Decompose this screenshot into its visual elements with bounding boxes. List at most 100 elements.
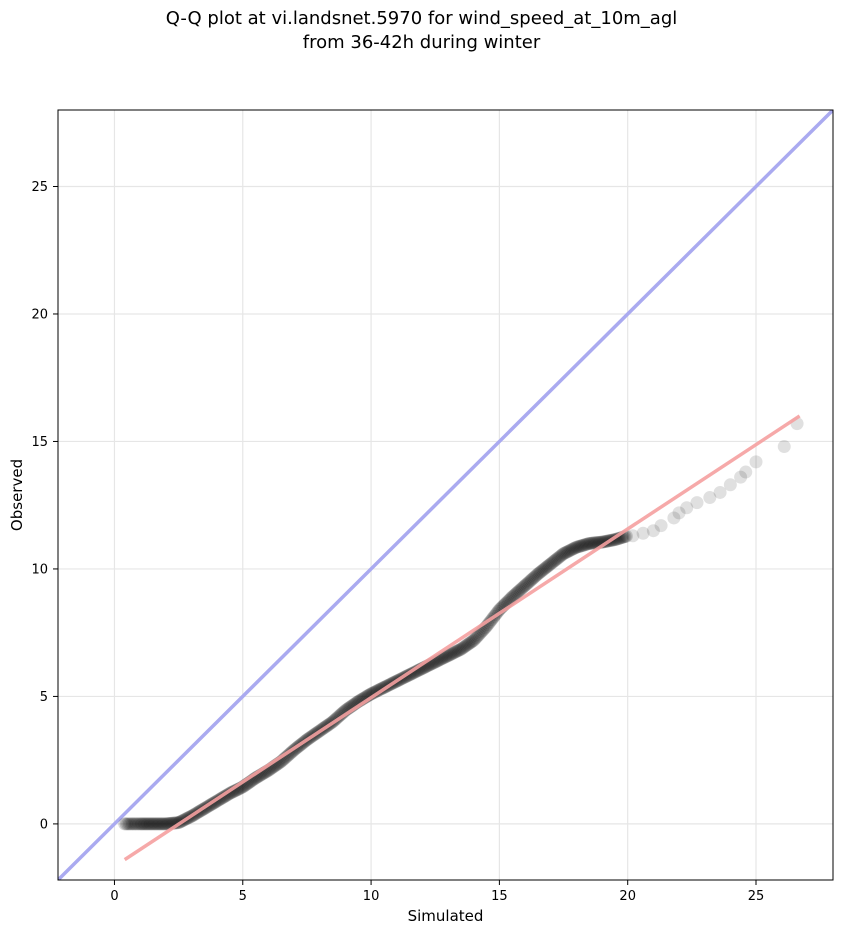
y-axis-label: Observed xyxy=(8,459,26,531)
data-point xyxy=(566,542,580,556)
y-tick-label: 15 xyxy=(31,435,48,450)
data-point xyxy=(122,817,136,831)
data-point xyxy=(690,496,704,510)
data-point xyxy=(459,639,473,653)
data-point xyxy=(142,817,156,831)
y-tick-label: 25 xyxy=(31,180,48,195)
data-point xyxy=(509,587,523,601)
data-point xyxy=(149,817,163,831)
data-point xyxy=(518,579,532,593)
data-point xyxy=(138,817,152,831)
data-point xyxy=(585,536,599,550)
x-tick-label: 15 xyxy=(491,889,508,904)
data-point xyxy=(626,529,640,543)
data-point xyxy=(453,643,467,657)
data-point xyxy=(449,645,463,659)
data-point xyxy=(408,665,422,679)
data-point xyxy=(469,631,483,645)
data-point xyxy=(654,519,668,533)
y-tick-label: 5 xyxy=(40,690,48,705)
data-point xyxy=(527,570,541,584)
data-point xyxy=(555,548,569,562)
data-point xyxy=(155,817,169,831)
data-point xyxy=(442,648,456,662)
data-point xyxy=(513,583,527,597)
data-point xyxy=(467,633,481,647)
data-point xyxy=(456,640,470,654)
data-point xyxy=(524,573,538,587)
data-point xyxy=(140,817,154,831)
data-point xyxy=(441,649,455,663)
data-point xyxy=(553,550,567,564)
data-point xyxy=(554,549,568,563)
data-point xyxy=(523,574,537,588)
data-point xyxy=(571,540,585,554)
data-point xyxy=(505,590,519,604)
reference-lines xyxy=(58,110,833,880)
chart-title-line-2: from 36-42h during winter xyxy=(302,32,541,53)
chart-title-line-1: Q-Q plot at vi.landsnet.5970 for wind_sp… xyxy=(165,8,678,29)
y-tick-label: 20 xyxy=(31,307,48,322)
fit-line-group xyxy=(123,414,801,862)
data-point xyxy=(133,817,147,831)
data-point xyxy=(468,632,482,646)
data-point xyxy=(127,817,141,831)
data-point xyxy=(580,537,594,551)
data-point xyxy=(130,817,144,831)
data-point xyxy=(558,546,572,560)
x-tick-label: 0 xyxy=(110,889,118,904)
y-tick-label: 10 xyxy=(31,562,48,577)
data-point xyxy=(564,543,578,557)
data-point xyxy=(532,566,546,580)
data-point xyxy=(124,817,138,831)
data-point xyxy=(522,575,536,589)
data-point xyxy=(539,561,553,575)
data-point xyxy=(129,817,142,831)
data-point xyxy=(563,543,577,557)
data-point xyxy=(514,582,528,596)
data-point xyxy=(160,817,174,831)
data-point xyxy=(587,536,601,550)
data-point xyxy=(455,641,469,655)
data-point xyxy=(586,536,600,550)
data-point xyxy=(125,817,139,831)
data-point xyxy=(463,636,477,650)
data-point xyxy=(132,817,146,831)
data-point xyxy=(535,564,549,578)
data-point xyxy=(445,647,459,661)
data-point xyxy=(557,547,571,561)
x-tick-label: 10 xyxy=(363,889,380,904)
data-point xyxy=(446,646,460,660)
data-point xyxy=(546,555,560,569)
data-point xyxy=(550,552,564,566)
data-point xyxy=(464,635,478,649)
data-point xyxy=(435,652,449,666)
grid-lines xyxy=(58,110,833,880)
data-point xyxy=(528,569,542,583)
data-point xyxy=(152,817,166,831)
data-point xyxy=(444,647,458,661)
data-point xyxy=(143,817,157,831)
data-point xyxy=(573,539,587,553)
data-point xyxy=(439,650,452,664)
data-point xyxy=(577,538,591,552)
data-point xyxy=(559,545,573,559)
data-point xyxy=(519,577,533,591)
data-point xyxy=(549,553,563,567)
data-point xyxy=(147,817,161,831)
data-point xyxy=(145,817,159,831)
data-point xyxy=(226,785,240,799)
data-point xyxy=(159,817,173,831)
data-point xyxy=(777,440,791,454)
data-point xyxy=(472,628,486,642)
data-point xyxy=(462,637,476,651)
data-point xyxy=(749,455,763,469)
data-point xyxy=(458,640,472,654)
data-point xyxy=(582,536,596,550)
data-point xyxy=(471,629,485,643)
x-tick-label: 20 xyxy=(619,889,636,904)
data-point xyxy=(551,551,565,565)
axis-ticks: 0 5 10 15 20 25 0 5 10 15 20 25 xyxy=(31,180,764,904)
data-point xyxy=(521,576,535,590)
